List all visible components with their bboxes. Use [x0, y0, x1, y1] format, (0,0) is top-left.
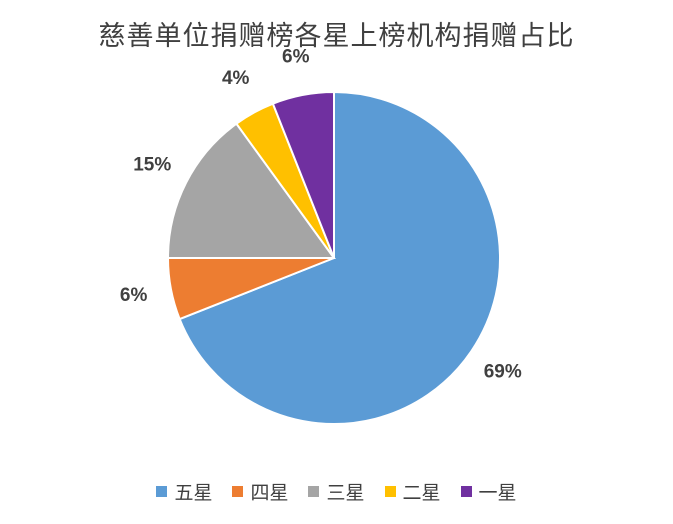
- legend-swatch: [308, 486, 320, 497]
- legend-item-3: 三星: [308, 478, 365, 505]
- pie-slice-3: [166, 122, 336, 259]
- data-label-5: 6%: [282, 47, 310, 68]
- legend-label: 五星: [174, 482, 213, 504]
- pie-slice-5: [271, 90, 335, 259]
- legend: 五星 四星 三星 二星 一星: [0, 478, 673, 505]
- legend-item-1: 五星: [156, 478, 212, 505]
- legend-item-4: 二星: [384, 478, 441, 505]
- pie-slice-1: [178, 90, 501, 425]
- legend-swatch: [232, 486, 244, 497]
- legend-swatch: [460, 486, 472, 497]
- legend-item-2: 四星: [232, 478, 288, 505]
- legend-label: 一星: [478, 482, 517, 504]
- legend-item-5: 一星: [460, 478, 517, 505]
- legend-swatch: [384, 486, 396, 497]
- data-label-2: 6%: [120, 285, 148, 306]
- legend-label: 二星: [402, 482, 441, 504]
- legend-swatch: [156, 486, 168, 497]
- legend-label: 三星: [326, 482, 365, 504]
- legend-label: 四星: [250, 482, 289, 504]
- data-label-1: 69%: [484, 362, 522, 383]
- data-label-4: 4%: [222, 68, 250, 89]
- data-label-3: 15%: [133, 154, 171, 175]
- chart-title: 慈善单位捐赠榜各星上榜机构捐赠占比: [98, 21, 575, 52]
